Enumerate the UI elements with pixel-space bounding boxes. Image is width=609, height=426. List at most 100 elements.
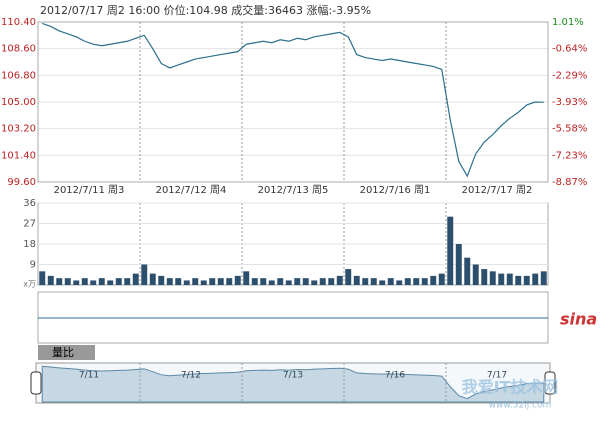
volume-bar	[506, 273, 513, 285]
y-tick-label: 36	[23, 198, 36, 209]
volume-bar	[472, 264, 479, 285]
volume-bar	[345, 269, 352, 285]
volume-bar	[90, 280, 97, 285]
volume-bar	[532, 273, 539, 285]
x-tick-label: 2012/7/16 周1	[360, 184, 431, 196]
volume-bar	[421, 278, 428, 285]
ratio-tab	[38, 345, 95, 360]
price-line	[42, 22, 544, 178]
volume-bar	[183, 280, 190, 285]
y2-tick-label: -8.87%	[552, 177, 587, 188]
navigator-area	[41, 365, 545, 403]
volume-bar	[430, 275, 437, 285]
volume-bar	[73, 280, 80, 285]
volume-bar	[47, 275, 54, 285]
nav-handle-left[interactable]	[30, 371, 42, 395]
nav-label: 7/16	[385, 371, 405, 381]
volume-bar	[56, 278, 63, 285]
volume-bar	[379, 280, 386, 285]
volume-bar	[149, 273, 156, 285]
x-tick-label: 2012/7/12 周4	[156, 184, 227, 196]
volume-bar	[311, 280, 318, 285]
volume-bar	[39, 271, 46, 285]
x-tick-label: 2012/7/13 周5	[258, 184, 329, 196]
volume-bar	[413, 278, 420, 285]
volume-bar	[489, 271, 496, 285]
volume-bar	[124, 278, 131, 285]
volume-bar	[447, 216, 454, 285]
y2-tick-label: 1.01%	[552, 17, 584, 28]
y-tick-label: 106.80	[1, 70, 36, 81]
volume-bar	[302, 278, 309, 285]
volume-bar	[523, 275, 530, 285]
volume-bar	[294, 278, 301, 285]
volume-bar	[336, 275, 343, 285]
volume-bar	[115, 278, 122, 285]
price-frame	[37, 21, 549, 183]
volume-bar	[481, 269, 488, 285]
volume-bar	[277, 278, 284, 285]
y-tick-label: 99.60	[7, 177, 36, 188]
volume-bar	[132, 273, 139, 285]
volume-bar	[362, 278, 369, 285]
volume-bar	[353, 275, 360, 285]
y-tick-label: 27	[23, 219, 36, 230]
y-tick-label: 110.40	[1, 17, 36, 28]
y-tick-label: 101.40	[1, 150, 36, 161]
volume-bar	[209, 278, 216, 285]
y-tick-label: 103.20	[1, 124, 36, 135]
volume-bar	[217, 278, 224, 285]
volume-bar	[464, 257, 471, 285]
volume-bar	[107, 280, 114, 285]
volume-bar	[243, 271, 250, 285]
volume-bar	[396, 280, 403, 285]
x-tick-label: 2012/7/17 周2	[462, 184, 533, 196]
volume-bar	[81, 278, 88, 285]
y2-tick-label: -5.58%	[552, 124, 587, 135]
y-tick-label: 18	[23, 239, 36, 250]
y2-tick-label: -0.64%	[552, 44, 587, 55]
volume-bar	[98, 278, 105, 285]
y2-tick-label: -7.23%	[552, 150, 587, 161]
volume-bar	[370, 278, 377, 285]
watermark-site: 我爱IT技术网	[462, 378, 559, 397]
volume-bar	[387, 278, 394, 285]
volume-bar	[158, 275, 165, 285]
ratio-label: 量比	[52, 346, 74, 359]
y2-tick-label: -3.93%	[552, 97, 587, 108]
volume-bar	[285, 280, 292, 285]
nav-label: 7/17	[487, 371, 507, 381]
volume-bar	[319, 278, 326, 285]
y2-tick-label: -2.29%	[552, 70, 587, 81]
nav-label: 7/13	[283, 371, 303, 381]
volume-bar	[515, 275, 522, 285]
nav-label: 7/11	[79, 371, 99, 381]
volume-unit: x万	[23, 280, 36, 289]
volume-bar	[226, 278, 233, 285]
volume-bar	[455, 244, 462, 285]
volume-bar	[498, 273, 505, 285]
volume-bar	[234, 275, 241, 285]
nav-label: 7/12	[181, 371, 201, 381]
volume-bar	[438, 273, 445, 285]
volume-bar	[251, 278, 258, 285]
volume-bar	[64, 278, 71, 285]
watermark-sina: sina	[560, 310, 597, 329]
volume-bar	[141, 264, 148, 285]
y-tick-label: 105.00	[1, 97, 36, 108]
nav-handle-right[interactable]	[544, 371, 556, 395]
volume-bar	[166, 278, 173, 285]
x-tick-label: 2012/7/11 周3	[54, 184, 125, 196]
y-tick-label: 108.60	[1, 44, 36, 55]
volume-bar	[540, 271, 547, 285]
volume-bar	[192, 278, 199, 285]
volume-bar	[328, 278, 335, 285]
volume-bar	[404, 278, 411, 285]
y-tick-label: 9	[30, 260, 36, 271]
header: 2012/07/17 周2 16:00 价位:104.98 成交量:36463 …	[40, 3, 371, 17]
volume-bar	[200, 280, 207, 285]
volume-bar	[260, 278, 267, 285]
volume-bar	[268, 280, 275, 285]
